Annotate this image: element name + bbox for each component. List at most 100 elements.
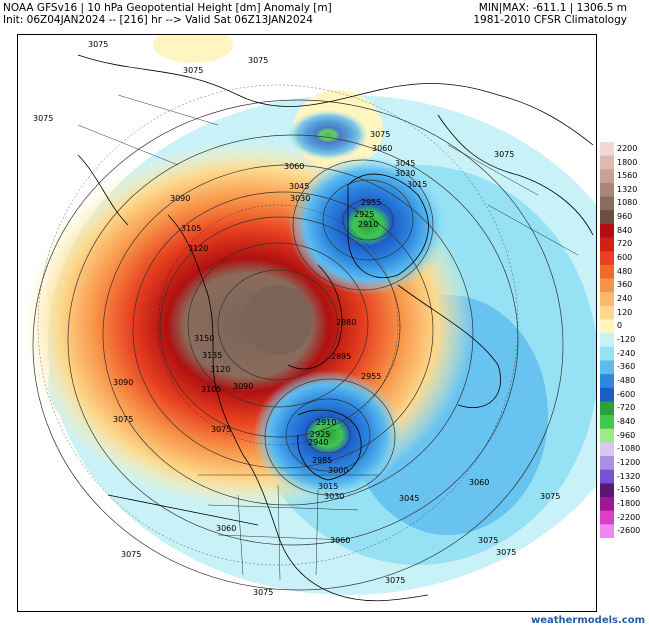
colorbar-swatch (600, 497, 614, 512)
contour-label: 3075 (33, 114, 53, 123)
colorbar-swatch (600, 223, 614, 239)
contour-label: 3090 (113, 378, 133, 387)
colorbar-tick-label: -240 (617, 348, 636, 358)
colorbar-swatch (600, 483, 614, 498)
contour-label: 3075 (248, 56, 268, 65)
contour-label: 2955 (361, 372, 381, 381)
contour-labels: 3075307530753075309031053120306030453030… (33, 40, 560, 597)
contour-label: 3030 (324, 492, 344, 501)
colorbar-swatch (600, 182, 614, 198)
coastlines (77, 54, 594, 602)
contour-label: 3075 (496, 548, 516, 557)
min-max-readout: MIN|MAX: -611.1 | 1306.5 m (478, 2, 627, 14)
contour-label: 3075 (183, 66, 203, 75)
contour-label: 3120 (188, 244, 208, 253)
contour-label: 3075 (113, 415, 133, 424)
colorbar-tick-label: 360 (617, 280, 633, 290)
colorbar-tick-label: -2200 (617, 512, 641, 522)
contour-label: 3060 (216, 524, 236, 533)
colorbar-swatch (600, 456, 614, 471)
contour-label: 3000 (328, 466, 348, 475)
contour-label: 3060 (330, 536, 350, 545)
colorbar-swatch (600, 196, 614, 211)
colorbar-tick-label: -360 (617, 362, 636, 372)
contour-label: 3045 (399, 494, 419, 503)
contour-label: 3075 (370, 130, 390, 139)
contour-label: 3105 (181, 224, 201, 233)
colorbar-tick-label: -720 (617, 403, 636, 413)
contour-label: 2880 (336, 318, 356, 327)
colorbar-tick-label: 600 (617, 253, 633, 263)
contour-label: 3075 (540, 492, 560, 501)
contour-label: 3090 (233, 382, 253, 391)
colorbar-swatch (600, 264, 614, 280)
contour-label: 2925 (354, 210, 374, 219)
colorbar-swatch (600, 415, 614, 430)
contour-label: 3060 (284, 162, 304, 171)
colorbar-tick-label: -960 (617, 430, 636, 440)
contour-label: 3075 (211, 425, 231, 434)
contour-label: 3150 (194, 334, 214, 343)
colorbar-tick-label: 1080 (617, 198, 638, 208)
contour-label: 3045 (395, 159, 415, 168)
contour-label: 2910 (358, 220, 378, 229)
contour-label: 3120 (210, 365, 230, 374)
colorbar-tick-label: -1560 (617, 485, 641, 495)
contour-label: 3060 (469, 478, 489, 487)
colorbar-tick-label: -1200 (617, 457, 641, 467)
colorbar-tick-label: -480 (617, 376, 636, 385)
colorbar-tick-label: -1080 (617, 444, 641, 454)
colorbar-tick-label: 960 (617, 212, 633, 222)
anomaly-fill-layer (23, 35, 596, 595)
contour-label: 3015 (318, 482, 338, 491)
contour-label: 3030 (395, 169, 415, 178)
colorbar-tick-label: 840 (617, 225, 633, 235)
colorbar-tick-label: -120 (617, 335, 636, 344)
map-title: NOAA GFSv16 | 10 hPa Geopotential Height… (3, 2, 332, 14)
colorbar-tick-label: 480 (617, 266, 633, 276)
colorbar-tick-label: 0 (617, 321, 623, 331)
colorbar-swatch (600, 360, 614, 375)
init-valid-time: Init: 06Z04JAN2024 -- [216] hr --> Valid… (3, 14, 313, 26)
polar-stereographic-map: 3075 3075 3075 3075 3090 3105 3120 3060 3045 3030… (17, 34, 597, 612)
colorbar-swatch (600, 278, 614, 293)
graticule (37, 84, 519, 566)
colorbar-tick-label: 1800 (617, 157, 638, 167)
colorbar-swatch (600, 510, 614, 525)
contour-label: 3030 (290, 194, 310, 203)
contour-label: 3015 (407, 180, 427, 189)
contour-label: 3075 (121, 550, 141, 559)
colorbar-swatch (600, 251, 614, 266)
colorbar-swatch (600, 524, 614, 538)
political-borders (77, 94, 579, 581)
credit-text: weathermodels.com (530, 615, 645, 626)
colorbar-swatch (600, 346, 614, 361)
contour-label: 3045 (289, 182, 309, 191)
colorbar-tick-label: 2200 (617, 143, 638, 153)
contour-label: 3075 (88, 40, 108, 49)
colorbar-swatch (600, 374, 614, 389)
colorbar-swatch (600, 442, 614, 457)
colorbar-tick-label: -1320 (617, 471, 641, 481)
anomaly-colorbar (600, 142, 614, 538)
colorbar-swatch (600, 210, 614, 225)
colorbar-swatch (600, 333, 614, 348)
colorbar-swatch (600, 387, 614, 402)
colorbar-swatch (600, 292, 614, 307)
colorbar-swatch (600, 319, 614, 334)
contour-label: 3105 (201, 385, 221, 394)
colorbar-tick-label: 1320 (617, 184, 638, 194)
colorbar-swatch (600, 142, 614, 157)
colorbar-tick-label: -600 (617, 389, 636, 399)
colorbar-swatch (600, 237, 614, 252)
contour-label: 2910 (316, 418, 336, 427)
contour-label: 2940 (308, 438, 328, 447)
colorbar-swatch (600, 305, 614, 321)
colorbar-tick-label: -2600 (617, 526, 641, 536)
colorbar-tick-label: 720 (617, 239, 633, 249)
colorbar-swatch (600, 469, 614, 484)
colorbar-tick-label: 120 (617, 307, 633, 317)
colorbar-tick-label: -840 (617, 416, 636, 426)
climatology-label: 1981-2010 CFSR Climatology (473, 14, 627, 26)
colorbar-swatch (600, 169, 614, 184)
